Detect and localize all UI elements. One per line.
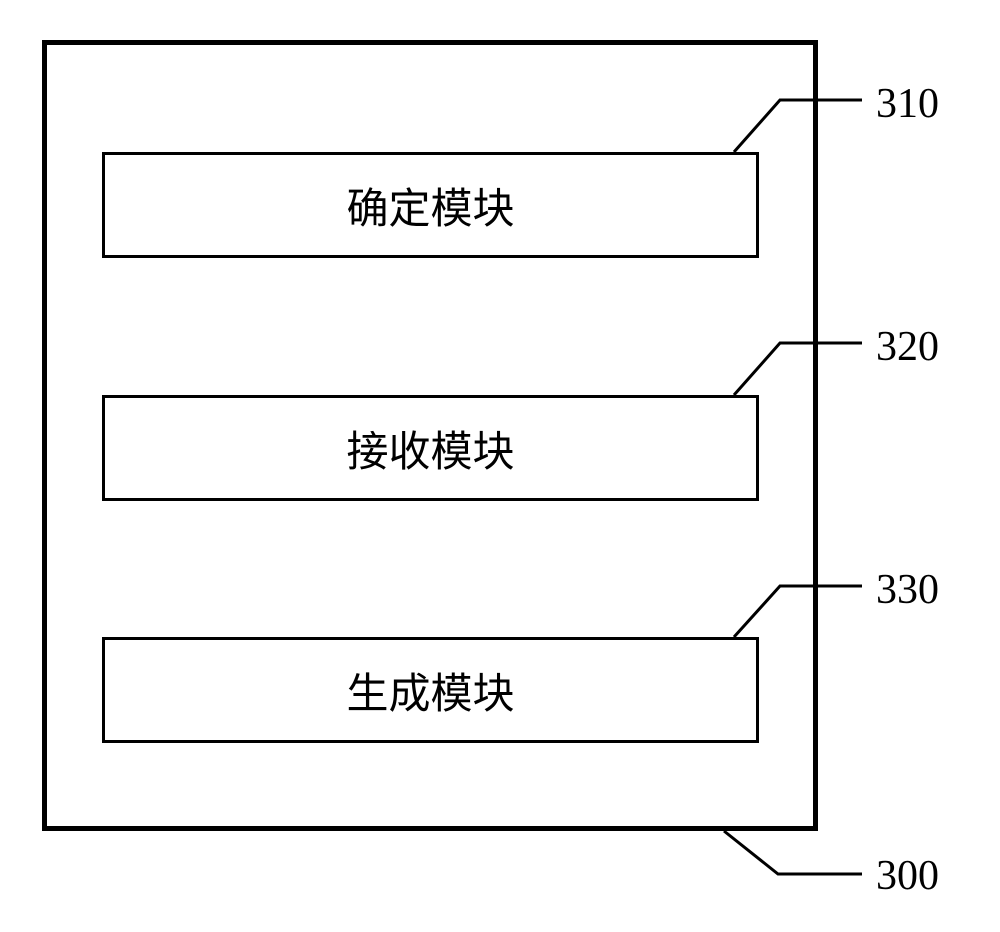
callout-lines [0,0,1000,932]
